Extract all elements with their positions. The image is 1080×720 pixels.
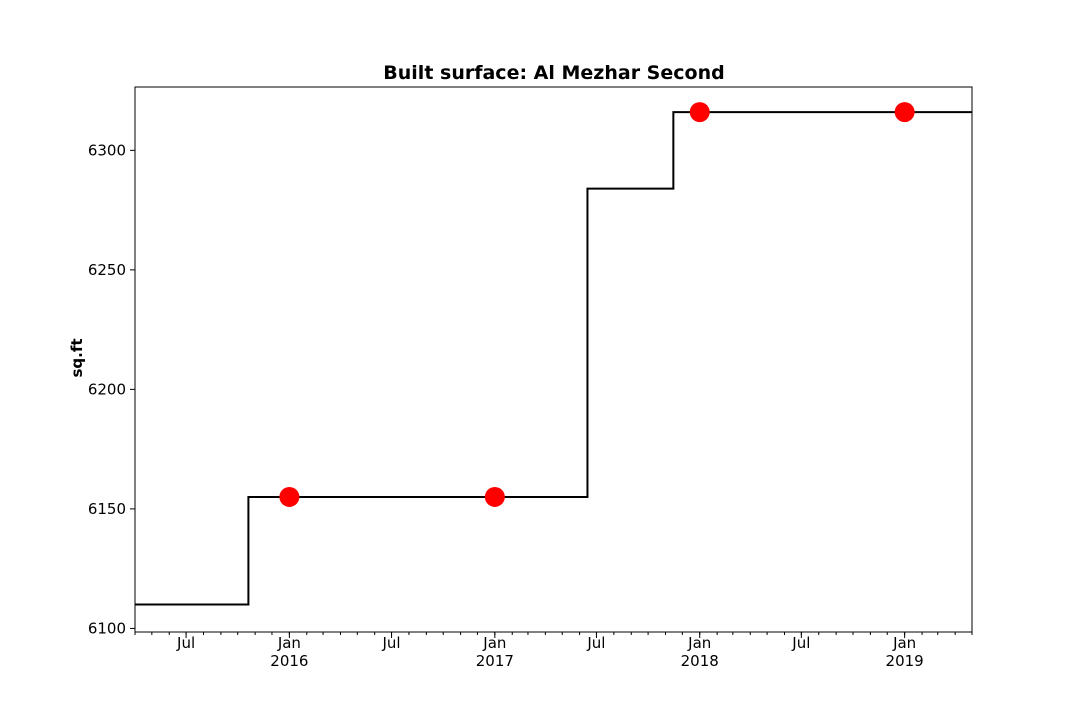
x-tick-year-label: 2019 <box>886 652 924 670</box>
y-tick-label: 6150 <box>88 500 126 518</box>
x-tick-year-label: 2018 <box>681 652 719 670</box>
y-tick-label: 6200 <box>88 380 126 398</box>
x-tick-label: Jan <box>277 634 301 652</box>
x-tick-year-label: 2017 <box>476 652 514 670</box>
x-tick-label: Jul <box>791 634 810 652</box>
step-series-line <box>135 111 972 606</box>
data-point-marker <box>279 486 300 507</box>
y-tick-label: 6300 <box>88 141 126 159</box>
x-tick-label: Jul <box>381 634 400 652</box>
x-tick-label: Jul <box>586 634 605 652</box>
y-axis-label: sq.ft <box>68 338 86 377</box>
x-tick-label: Jul <box>176 634 195 652</box>
data-point-marker <box>894 102 915 123</box>
x-tick-year-label: 2016 <box>270 652 308 670</box>
x-tick-label: Jan <box>482 634 506 652</box>
plot-frame <box>134 86 973 633</box>
x-tick-label: Jan <box>892 634 916 652</box>
y-tick-label: 6100 <box>88 619 126 637</box>
data-point-marker <box>484 486 505 507</box>
chart-title: Built surface: Al Mezhar Second <box>383 62 724 84</box>
x-tick-label: Jan <box>687 634 711 652</box>
y-tick-label: 6250 <box>88 261 126 279</box>
data-point-marker <box>689 102 710 123</box>
